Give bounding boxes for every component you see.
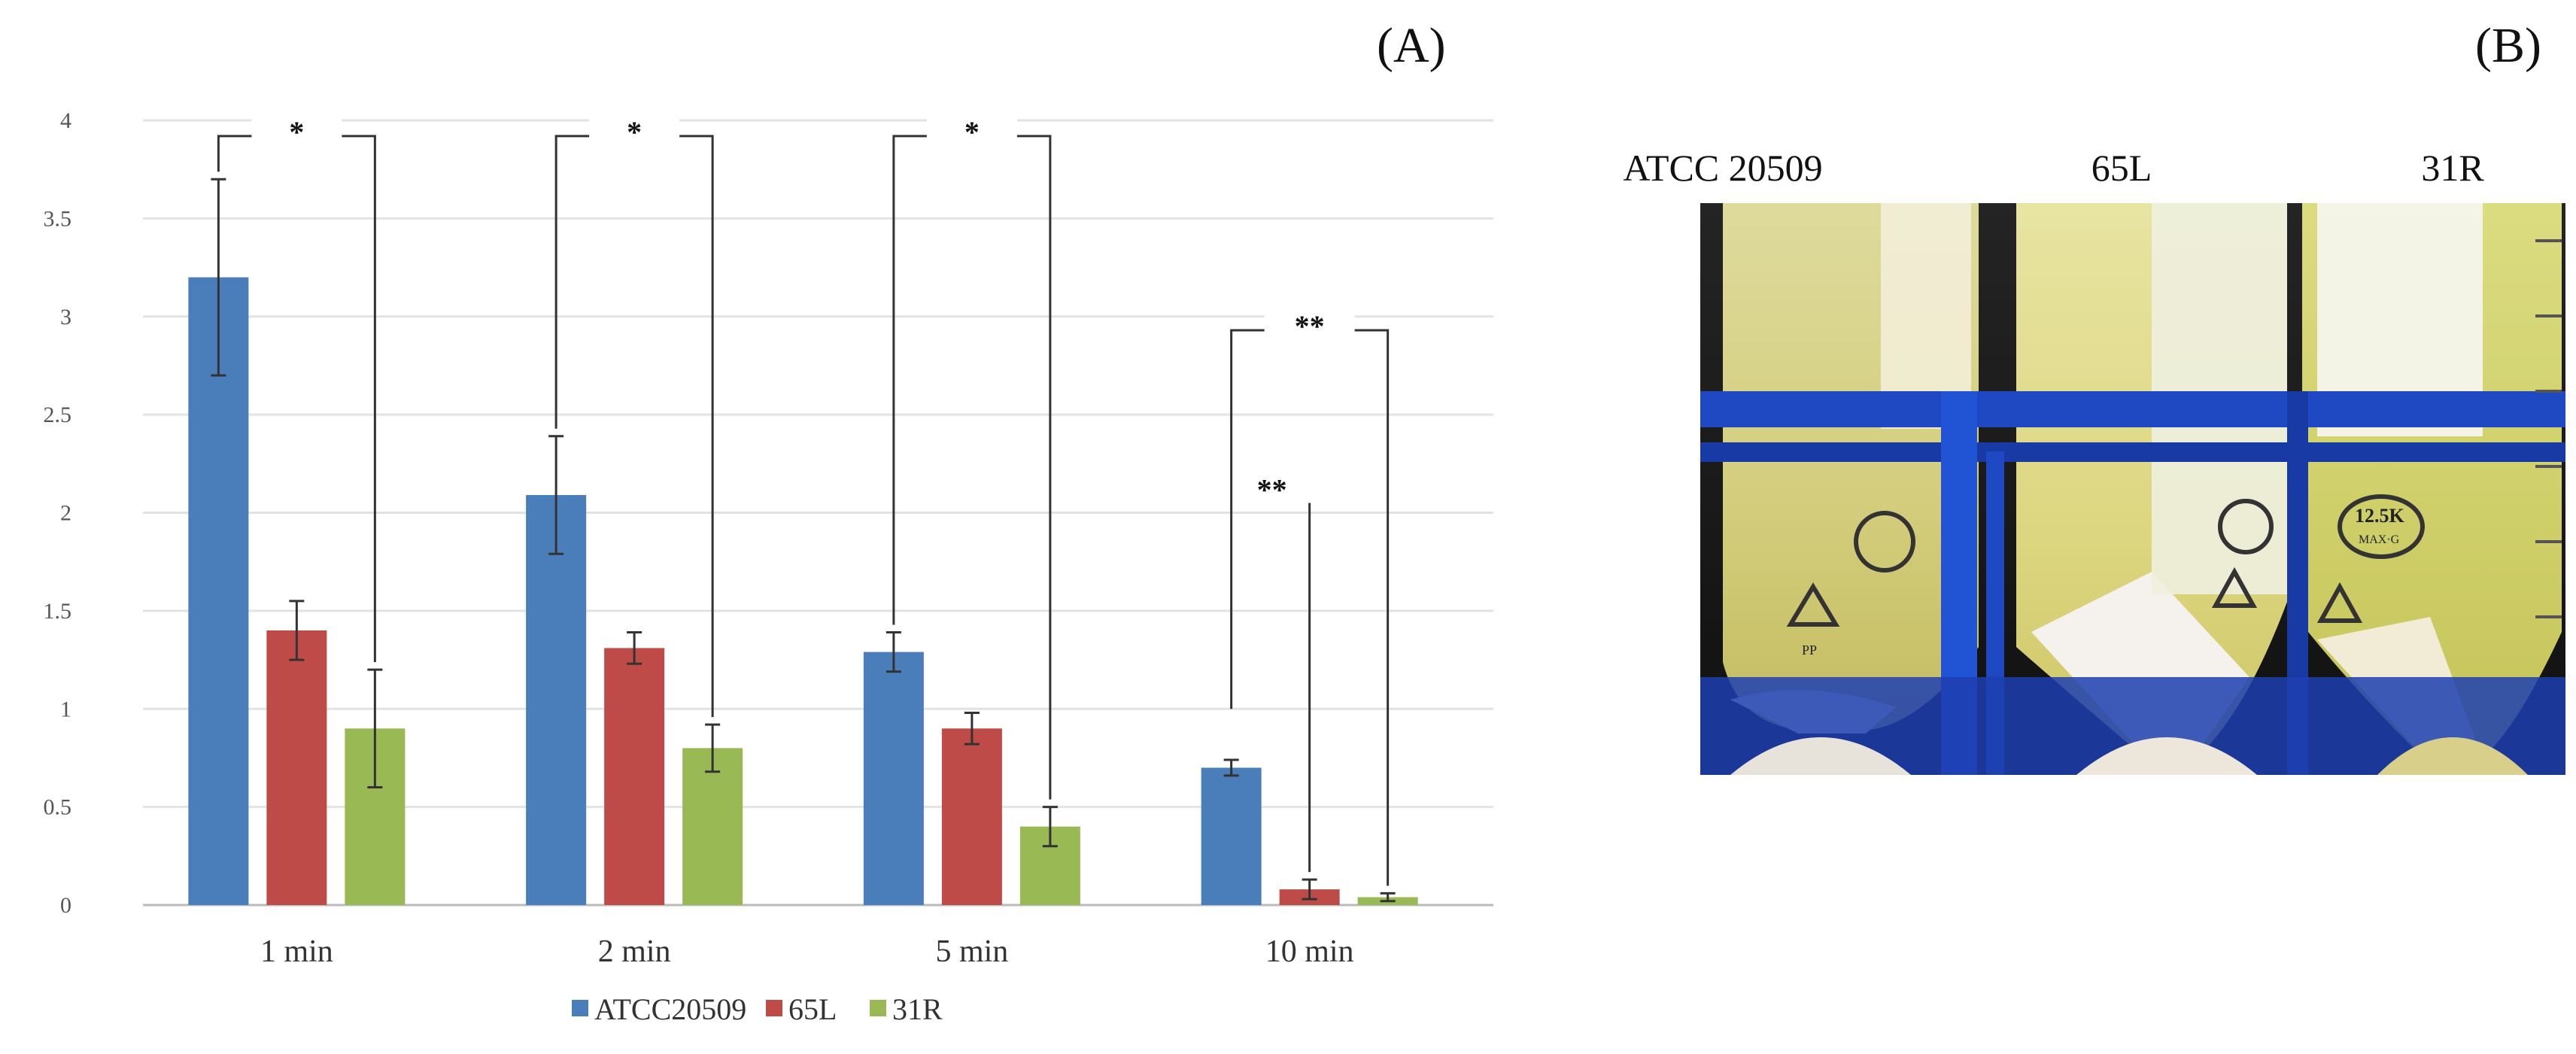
photo-label-atcc20509: ATCC 20509 bbox=[1623, 147, 1822, 189]
y-tick-label: 1.5 bbox=[44, 599, 72, 624]
y-tick-label: 2 bbox=[60, 501, 71, 526]
photo-label-65l: 65L bbox=[2091, 147, 2152, 189]
bar-31R-2-min bbox=[682, 748, 743, 905]
significance-label: ** bbox=[1257, 472, 1287, 506]
bar-65L-2-min bbox=[604, 648, 665, 905]
x-category-label: 1 min bbox=[260, 934, 333, 969]
photo-label-31r: 31R bbox=[2421, 147, 2484, 189]
panel-b-label: (B) bbox=[2475, 18, 2541, 73]
error-bars bbox=[211, 178, 1396, 903]
bars bbox=[188, 277, 1418, 906]
tube3-marking: 12.5K bbox=[2355, 505, 2405, 527]
significance-label-bg bbox=[1264, 312, 1355, 343]
x-category-label: 2 min bbox=[598, 934, 671, 969]
blue-rack bbox=[1700, 391, 2565, 775]
legend-swatch-ATCC20509 bbox=[572, 1000, 588, 1016]
bar-ATCC20509-2-min bbox=[526, 495, 587, 905]
y-tick-label: 0 bbox=[60, 893, 71, 918]
y-tick-label: 4 bbox=[60, 108, 71, 133]
y-tick-label: 3.5 bbox=[44, 206, 72, 231]
bar-65L-1-min bbox=[266, 630, 327, 905]
significance-label-bg bbox=[589, 117, 680, 148]
bar-ATCC20509-10-min bbox=[1201, 767, 1262, 905]
significance-brackets: * * ***** bbox=[217, 115, 1390, 886]
panel-a-label: (A) bbox=[1377, 18, 1446, 73]
legend-label-65L: 65L bbox=[788, 992, 837, 1026]
significance-label: * bbox=[627, 115, 642, 149]
significance-label-bg bbox=[926, 117, 1017, 148]
x-category-label: 10 min bbox=[1265, 934, 1354, 969]
bar-ATCC20509-1-min bbox=[188, 277, 249, 906]
bar-65L-5-min bbox=[941, 728, 1002, 905]
significance-label: ** bbox=[1295, 309, 1325, 343]
y-axis-ticks: 0 0.5 1 1.5 2 2.5 3 3.5 4 bbox=[44, 108, 72, 918]
significance-label: * bbox=[964, 115, 980, 149]
tube3-marking-g: MAX·G bbox=[2359, 533, 2400, 546]
y-tick-label: 2.5 bbox=[44, 402, 72, 427]
photo-panel: (B) ATCC 20509 65L 31R PP bbox=[1623, 18, 2565, 775]
bar-ATCC20509-5-min bbox=[863, 652, 924, 905]
legend-label-31R: 31R bbox=[892, 992, 943, 1026]
y-tick-label: 3 bbox=[60, 305, 71, 330]
tube1-marking: PP bbox=[1802, 642, 1817, 658]
significance-label: * bbox=[289, 115, 304, 149]
legend-swatch-65L bbox=[766, 1000, 782, 1016]
significance-label-bg bbox=[251, 117, 342, 148]
x-axis-categories: 1 min 2 min 5 min 10 min bbox=[260, 934, 1354, 969]
legend-label-ATCC20509: ATCC20509 bbox=[594, 992, 746, 1026]
bar-chart-panel: 00.511.522.533.54 * * ***** 1 min 2 min 5 mi… bbox=[44, 18, 1493, 1026]
legend-swatch-31R bbox=[870, 1000, 886, 1016]
graduation-marks bbox=[2535, 239, 2562, 618]
y-tick-label: 0.5 bbox=[44, 795, 72, 820]
y-tick-label: 1 bbox=[60, 697, 71, 721]
tube-atcc20509: PP bbox=[1723, 203, 1979, 734]
tube-photo: PP 12.5K MAX·G bbox=[1700, 203, 2565, 775]
x-category-label: 5 min bbox=[935, 934, 1008, 969]
legend: ATCC20509 65L 31R bbox=[572, 992, 943, 1026]
